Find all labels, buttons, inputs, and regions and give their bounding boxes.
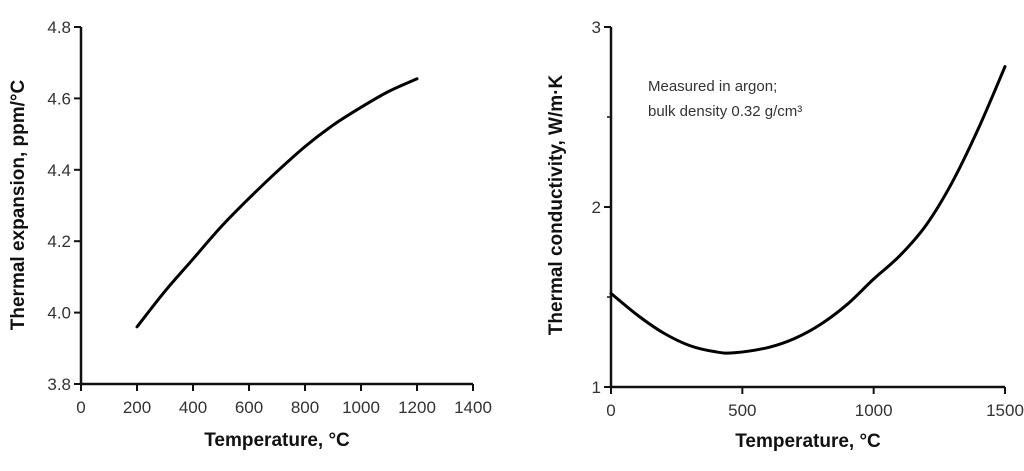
y-tick-label: 4.4 — [47, 161, 71, 180]
x-tick-label: 1000 — [342, 398, 380, 417]
x-tick-label: 1000 — [855, 401, 893, 420]
x-tick-label: 1200 — [398, 398, 436, 417]
annotation-text: Measured in argon; — [648, 78, 777, 95]
series-line — [135, 77, 419, 329]
x-axis-label: Temperature, °C — [204, 430, 350, 451]
x-tick-label: 1400 — [454, 398, 492, 417]
y-tick-label: 3.8 — [47, 375, 71, 394]
x-tick-label: 500 — [728, 401, 756, 420]
y-tick-label: 4.2 — [47, 232, 71, 251]
thermal-expansion-chart: 0 200 400 600 800 1000 1200 1400 3.8 4.0 4.2 4.4 4.6… — [8, 18, 492, 451]
y-axis-label: Thermal conductivity, W/m·K — [546, 75, 567, 336]
x-tick-label: 400 — [179, 398, 207, 417]
annotation-text: bulk density 0.32 g/cm³ — [648, 103, 802, 120]
x-tick-label: 1500 — [986, 401, 1024, 420]
x-tick-label: 800 — [291, 398, 319, 417]
x-tick-label: 200 — [123, 398, 151, 417]
y-tick-label: 1 — [592, 378, 601, 397]
series-line — [609, 65, 1007, 355]
x-tick-label: 0 — [76, 398, 85, 417]
y-tick-label: 4.6 — [47, 89, 71, 108]
y-tick-label: 2 — [592, 198, 601, 217]
x-tick-label: 600 — [235, 398, 263, 417]
thermal-conductivity-chart: 0 500 1000 1500 1 2 3 Temperature, °C Thermal co… — [546, 18, 1024, 452]
x-tick-label: 0 — [606, 401, 615, 420]
y-tick-label: 3 — [592, 18, 601, 37]
x-axis-label: Temperature, °C — [735, 431, 881, 452]
y-axis-label: Thermal expansion, ppm/°C — [8, 80, 29, 331]
y-tick-label: 4.0 — [47, 304, 71, 323]
y-tick-label: 4.8 — [47, 18, 71, 37]
